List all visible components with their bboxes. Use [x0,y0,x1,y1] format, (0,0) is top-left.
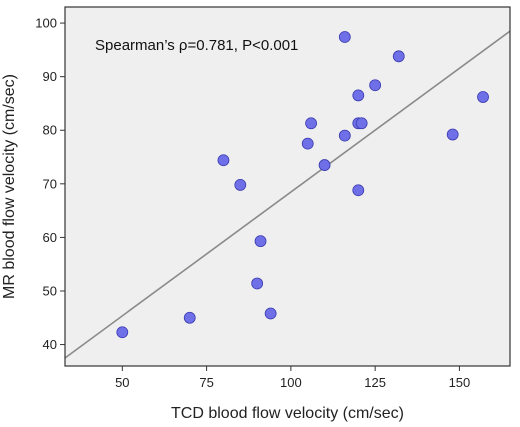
x-axis-label: TCD blood flow velocity (cm/sec) [171,405,404,422]
y-tick-label-60: 60 [43,230,57,245]
x-tick-label-50: 50 [115,375,129,390]
data-point-10 [338,31,351,43]
data-point-3 [234,178,247,191]
plot-frame [64,6,511,367]
data-point-19 [477,91,489,103]
y-tick-label-40: 40 [43,337,57,352]
x-tick-label-100: 100 [280,375,302,390]
y-tick-label-70: 70 [43,176,57,191]
fit-line [64,30,511,359]
x-tick-label-150: 150 [449,375,471,390]
data-point-8 [305,117,317,130]
spearman-annotation: Spearman’s ρ=0.781, P<0.001 [95,37,298,54]
data-point-9 [318,159,331,171]
y-tick-label-80: 80 [43,123,57,138]
x-tick-label-75: 75 [199,375,213,390]
data-point-2 [217,154,230,167]
data-point-16 [369,79,382,92]
data-points [116,31,489,339]
x-tick-label-125: 125 [364,375,386,390]
y-axis-ticks: 40 50 60 70 80 90 100 [35,16,65,352]
data-point-7 [301,137,314,150]
fit-line-layer [64,30,511,359]
data-point-5 [254,235,267,248]
data-point-0 [116,326,129,339]
data-point-12 [352,89,365,102]
data-point-15 [352,184,365,197]
data-point-17 [392,50,405,63]
data-point-14 [355,117,368,130]
y-tick-label-50: 50 [43,283,57,298]
y-tick-label-90: 90 [43,69,57,84]
plot-area [65,7,510,366]
data-point-6 [264,307,277,320]
x-axis-ticks: 50 75 100 125 150 [115,366,470,390]
data-point-11 [338,129,351,142]
data-point-18 [446,128,459,141]
y-axis-label: MR blood flow velocity (cm/sec) [1,74,18,299]
data-point-4 [251,277,264,290]
data-point-1 [183,311,196,324]
y-tick-label-100: 100 [35,16,57,31]
